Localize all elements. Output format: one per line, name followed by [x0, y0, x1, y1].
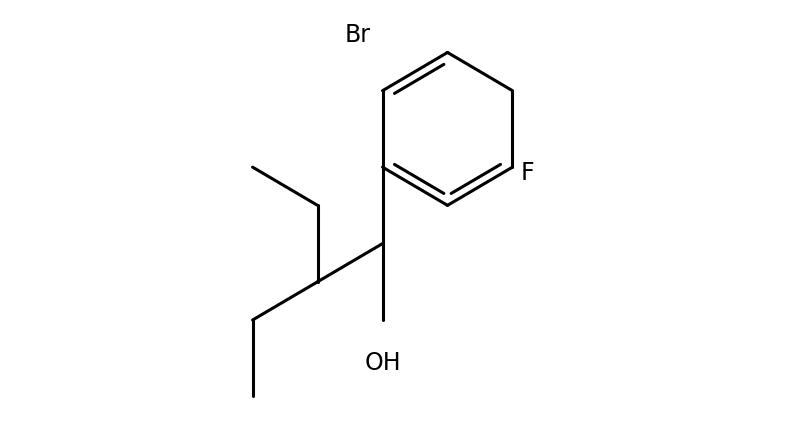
Text: F: F	[520, 161, 533, 185]
Text: OH: OH	[364, 351, 401, 374]
Text: Br: Br	[345, 23, 371, 47]
